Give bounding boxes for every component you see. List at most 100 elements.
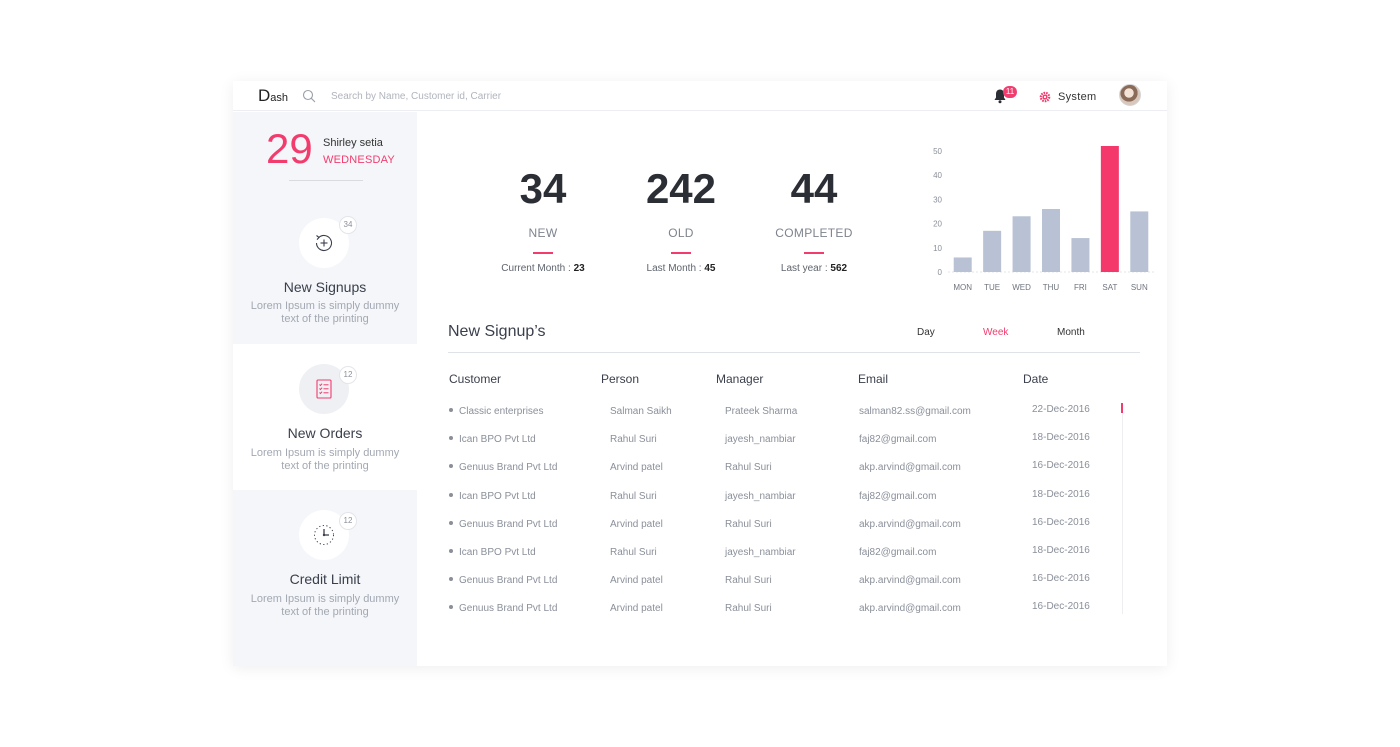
cell-email[interactable]: akp.arvind@gmail.com xyxy=(859,519,961,530)
stat-new: 34 NEW Current Month : 23 xyxy=(473,165,613,275)
stat-subtext: Current Month : 23 xyxy=(473,263,613,274)
y-tick-label: 40 xyxy=(933,171,942,180)
sidebar: 29 Shirley setia WEDNESDAY 34 New Signup… xyxy=(233,112,417,666)
tab-week[interactable]: Week xyxy=(983,327,1009,338)
section-title: New Signup’s xyxy=(448,323,546,340)
cell-text: Rahul Suri xyxy=(610,491,657,502)
chart-bar-wed[interactable] xyxy=(1012,216,1031,272)
cell-text: 18-Dec-2016 xyxy=(1032,545,1090,556)
cell-person: Arvind patel xyxy=(610,519,663,530)
cell-date: 18-Dec-2016 xyxy=(1032,489,1090,500)
cell-date: 16-Dec-2016 xyxy=(1032,460,1090,471)
cell-email[interactable]: faj82@gmail.com xyxy=(859,491,936,502)
cell-manager: jayesh_nambiar xyxy=(725,491,796,502)
cell-text: Genuus Brand Pvt Ltd xyxy=(459,519,558,530)
stat-subtext: Last year : 562 xyxy=(744,263,884,274)
scrollbar-track[interactable] xyxy=(1122,403,1123,614)
sidebar-item-description: Lorem Ipsum is simply dummy text of the … xyxy=(250,300,400,325)
cell-manager: Rahul Suri xyxy=(725,519,772,530)
stat-value: 44 xyxy=(790,165,838,212)
search-input[interactable] xyxy=(331,88,691,104)
scrollbar-thumb[interactable] xyxy=(1121,403,1123,413)
cell-text: Arvind patel xyxy=(610,603,663,614)
cell-text: Rahul Suri xyxy=(725,575,772,586)
bullet-dot-icon xyxy=(449,408,453,413)
cell-text: 16-Dec-2016 xyxy=(1032,460,1090,471)
x-tick-label: THU xyxy=(1043,283,1060,292)
cell-text: Salman Saikh xyxy=(610,406,672,417)
cell-date: 22-Dec-2016 xyxy=(1032,404,1090,415)
app-logo[interactable]: Dash xyxy=(258,86,288,106)
cell-customer: Ican BPO Pvt Ltd xyxy=(449,434,536,445)
cell-email[interactable]: salman82.ss@gmail.com xyxy=(859,406,971,417)
cell-date: 16-Dec-2016 xyxy=(1032,601,1090,612)
cell-text: Genuus Brand Pvt Ltd xyxy=(459,462,558,473)
chart-bar-fri[interactable] xyxy=(1071,238,1090,272)
tab-month[interactable]: Month xyxy=(1057,327,1085,338)
bullet-dot-icon xyxy=(449,577,453,582)
chart-bar-mon[interactable] xyxy=(953,257,972,272)
order-count-badge: 12 xyxy=(339,366,357,384)
cell-manager: jayesh_nambiar xyxy=(725,434,796,445)
stat-sub-value: 562 xyxy=(830,263,848,274)
chart-bar-tue[interactable] xyxy=(983,230,1002,272)
chart-bar-sun[interactable] xyxy=(1130,211,1149,272)
cell-text: jayesh_nambiar xyxy=(725,491,796,502)
cell-text: akp.arvind@gmail.com xyxy=(859,575,961,586)
chart-bar-sat[interactable] xyxy=(1100,146,1119,272)
dashboard-window: Dash 11 System 29 Shirley setia WEDNESDA… xyxy=(233,81,1167,666)
bell-icon[interactable] xyxy=(993,88,1007,104)
cell-text: akp.arvind@gmail.com xyxy=(859,462,961,473)
cell-email[interactable]: faj82@gmail.com xyxy=(859,434,936,445)
bullet-dot-icon xyxy=(449,436,453,441)
x-tick-label: TUE xyxy=(984,283,1000,292)
cell-text: jayesh_nambiar xyxy=(725,434,796,445)
notification-badge: 11 xyxy=(1003,86,1017,98)
avatar[interactable] xyxy=(1119,84,1141,106)
search-icon[interactable] xyxy=(302,89,316,103)
stat-sub-value: 23 xyxy=(573,263,585,274)
cell-text: Rahul Suri xyxy=(725,462,772,473)
cell-text: jayesh_nambiar xyxy=(725,547,796,558)
cell-text: faj82@gmail.com xyxy=(859,434,937,445)
cell-text: 18-Dec-2016 xyxy=(1032,432,1090,443)
cell-customer: Genuus Brand Pvt Ltd xyxy=(449,519,557,530)
cell-manager: Rahul Suri xyxy=(725,462,772,473)
cell-email[interactable]: akp.arvind@gmail.com xyxy=(859,603,961,614)
stat-label: COMPLETED xyxy=(775,226,853,240)
cell-email[interactable]: akp.arvind@gmail.com xyxy=(859,462,961,473)
cell-text: Rahul Suri xyxy=(725,519,772,530)
cell-text: Arvind patel xyxy=(610,462,663,473)
cell-customer: Genuus Brand Pvt Ltd xyxy=(449,603,557,614)
current-day-name: WEDNESDAY xyxy=(323,154,395,166)
cell-customer: Ican BPO Pvt Ltd xyxy=(449,547,536,558)
sidebar-item-new-orders[interactable]: 12 New Orders Lorem Ipsum is simply dumm… xyxy=(233,344,417,490)
stat-sub-label: Current Month : xyxy=(501,263,574,274)
cell-manager: Rahul Suri xyxy=(725,603,772,614)
column-header-date: Date xyxy=(1023,372,1049,386)
credit-count-badge: 12 xyxy=(339,512,357,530)
cell-email[interactable]: akp.arvind@gmail.com xyxy=(859,575,961,586)
cell-date: 16-Dec-2016 xyxy=(1032,517,1090,528)
column-header-email: Email xyxy=(858,372,889,386)
cell-text: salman82.ss@gmail.com xyxy=(859,406,971,417)
stat-value: 242 xyxy=(645,165,717,212)
gear-icon[interactable] xyxy=(1039,91,1051,103)
stat-value: 34 xyxy=(519,165,567,212)
cell-email[interactable]: faj82@gmail.com xyxy=(859,547,936,558)
cell-person: Salman Saikh xyxy=(610,406,672,417)
cell-text: Arvind patel xyxy=(610,575,663,586)
cell-text: Classic enterprises xyxy=(459,406,544,417)
sidebar-item-credit-limit[interactable]: 12 Credit Limit Lorem Ipsum is simply du… xyxy=(233,490,417,636)
stat-subtext: Last Month : 45 xyxy=(611,263,751,274)
cell-text: Prateek Sharma xyxy=(725,406,798,417)
cell-text: 16-Dec-2016 xyxy=(1032,573,1090,584)
chart-bar-thu[interactable] xyxy=(1042,209,1060,272)
cell-customer: Classic enterprises xyxy=(449,406,543,417)
system-menu-label[interactable]: System xyxy=(1058,91,1097,103)
cell-date: 16-Dec-2016 xyxy=(1032,573,1090,584)
sidebar-item-new-signups[interactable]: 34 New Signups Lorem Ipsum is simply dum… xyxy=(233,196,417,342)
bullet-dot-icon xyxy=(449,549,453,554)
tab-day[interactable]: Day xyxy=(917,327,935,338)
cell-person: Arvind patel xyxy=(610,462,663,473)
